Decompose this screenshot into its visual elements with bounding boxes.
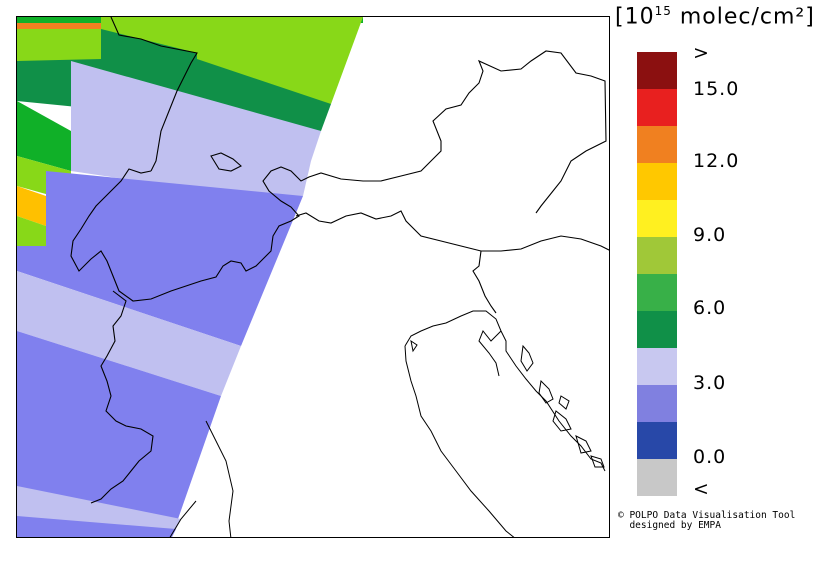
- legend-tick-label: 15.0: [693, 78, 740, 100]
- swath-row-8: [17, 101, 71, 171]
- legend-tick-label: >: [693, 42, 710, 64]
- legend-swatch-11: [637, 422, 677, 459]
- legend-tick-label: 12.0: [693, 150, 740, 172]
- legend-swatch-7: [637, 274, 677, 311]
- swath-row-17: [17, 516, 176, 537]
- legend-swatch-12: [637, 459, 677, 496]
- satellite-swath: [17, 17, 363, 537]
- coastlines: [169, 310, 606, 537]
- country-borders: [70, 17, 609, 504]
- legend-tick-label: 3.0: [693, 372, 727, 394]
- legend-swatch-1: [637, 52, 677, 89]
- legend-tick-label: 6.0: [693, 297, 727, 319]
- swath-row-2: [17, 23, 101, 29]
- legend-tick-label: 0.0: [693, 446, 727, 468]
- legend-swatch-4: [637, 163, 677, 200]
- legend-units-title: [1015 molec/cm²]: [615, 4, 813, 30]
- swath-row-11: [17, 216, 46, 246]
- legend-swatch-2: [637, 89, 677, 126]
- legend-swatch-6: [637, 237, 677, 274]
- swath-row-14: [17, 271, 241, 396]
- no2-map: [17, 17, 609, 537]
- map-panel: [16, 16, 610, 538]
- legend-tick-label: 9.0: [693, 224, 727, 246]
- legend-swatch-8: [637, 311, 677, 348]
- swath-row-15: [17, 331, 221, 537]
- legend-swatch-9: [637, 348, 677, 385]
- credit-text: © POLPO Data Visualisation Tool designed…: [618, 510, 796, 531]
- swath-row-12: [71, 131, 311, 201]
- swath-row-4: [17, 29, 101, 61]
- legend-swatch-10: [637, 385, 677, 422]
- swath-row-10: [17, 186, 46, 226]
- legend-swatch-3: [637, 126, 677, 163]
- legend-swatch-5: [637, 200, 677, 237]
- swath-row-13: [17, 171, 303, 346]
- legend-tick-label: <: [693, 478, 710, 500]
